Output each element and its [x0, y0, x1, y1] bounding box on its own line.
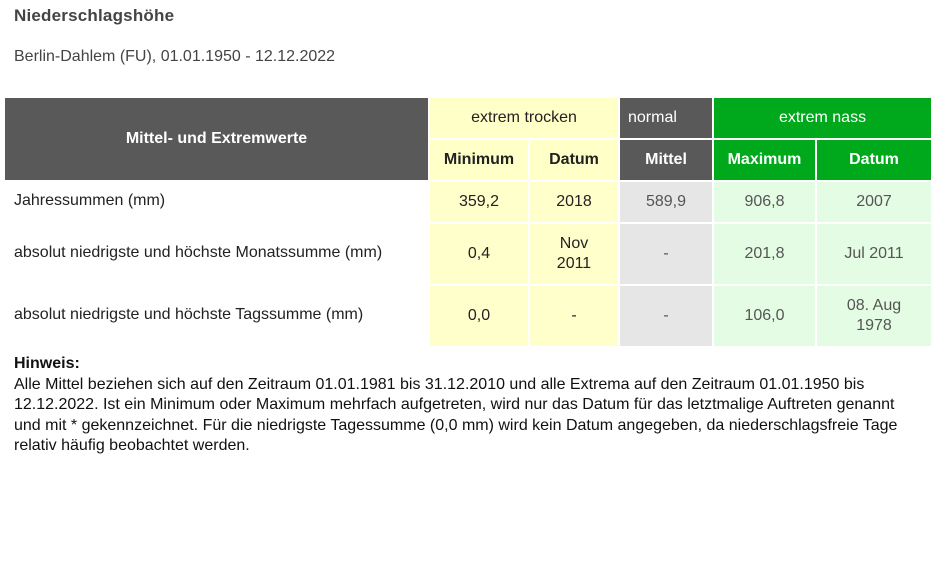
column-header-mean: Mittel	[620, 138, 714, 180]
cell-minimum: 359,2	[430, 180, 530, 222]
station-period-subtitle: Berlin-Dahlem (FU), 01.01.1950 - 12.12.2…	[14, 48, 336, 65]
group-header-normal: normal	[620, 98, 714, 138]
cell-mean: -	[620, 284, 714, 346]
row-label: absolut niedrigste und höchste Tagssumme…	[14, 306, 364, 323]
table-group-header-row: Mittel- und Extremwerte extrem trocken n…	[5, 98, 932, 180]
cell-date-max: 08. Aug 1978	[817, 284, 932, 346]
note-text: Alle Mittel beziehen sich auf den Zeitra…	[14, 375, 898, 455]
table-row: Jahressummen (mm) 359,2 2018 589,9 906,8…	[5, 180, 932, 222]
cell-date-max: Jul 2011	[817, 222, 932, 284]
row-label: Jahressummen (mm)	[14, 192, 166, 209]
table-row: absolut niedrigste und höchste Tagssumme…	[5, 284, 932, 346]
note-section: Hinweis: Alle Mittel beziehen sich auf d…	[14, 354, 914, 457]
precipitation-stats-table: Mittel- und Extremwerte extrem trocken n…	[5, 98, 932, 346]
table-corner-label: Mittel- und Extremwerte	[5, 98, 430, 180]
group-header-dry: extrem trocken	[430, 98, 620, 138]
cell-minimum: 0,4	[430, 222, 530, 284]
cell-date-min: 2018	[530, 180, 620, 222]
cell-mean: 589,9	[620, 180, 714, 222]
column-header-maximum: Maximum	[714, 138, 817, 180]
row-label: absolut niedrigste und höchste Monatssum…	[14, 244, 383, 261]
cell-maximum: 906,8	[714, 180, 817, 222]
note-heading: Hinweis:	[14, 355, 80, 372]
cell-minimum: 0,0	[430, 284, 530, 346]
cell-mean: -	[620, 222, 714, 284]
column-header-date-min: Datum	[530, 138, 620, 180]
cell-date-max: 2007	[817, 180, 932, 222]
page-title: Niederschlagshöhe	[14, 6, 175, 25]
column-header-date-max: Datum	[817, 138, 932, 180]
group-header-wet: extrem nass	[714, 98, 932, 138]
table-row: absolut niedrigste und höchste Monatssum…	[5, 222, 932, 284]
cell-date-min: -	[530, 284, 620, 346]
cell-date-min: Nov 2011	[530, 222, 620, 284]
cell-maximum: 106,0	[714, 284, 817, 346]
column-header-minimum: Minimum	[430, 138, 530, 180]
cell-maximum: 201,8	[714, 222, 817, 284]
table-column-header-row: Minimum Datum Mittel Maximum Datum	[5, 138, 932, 180]
